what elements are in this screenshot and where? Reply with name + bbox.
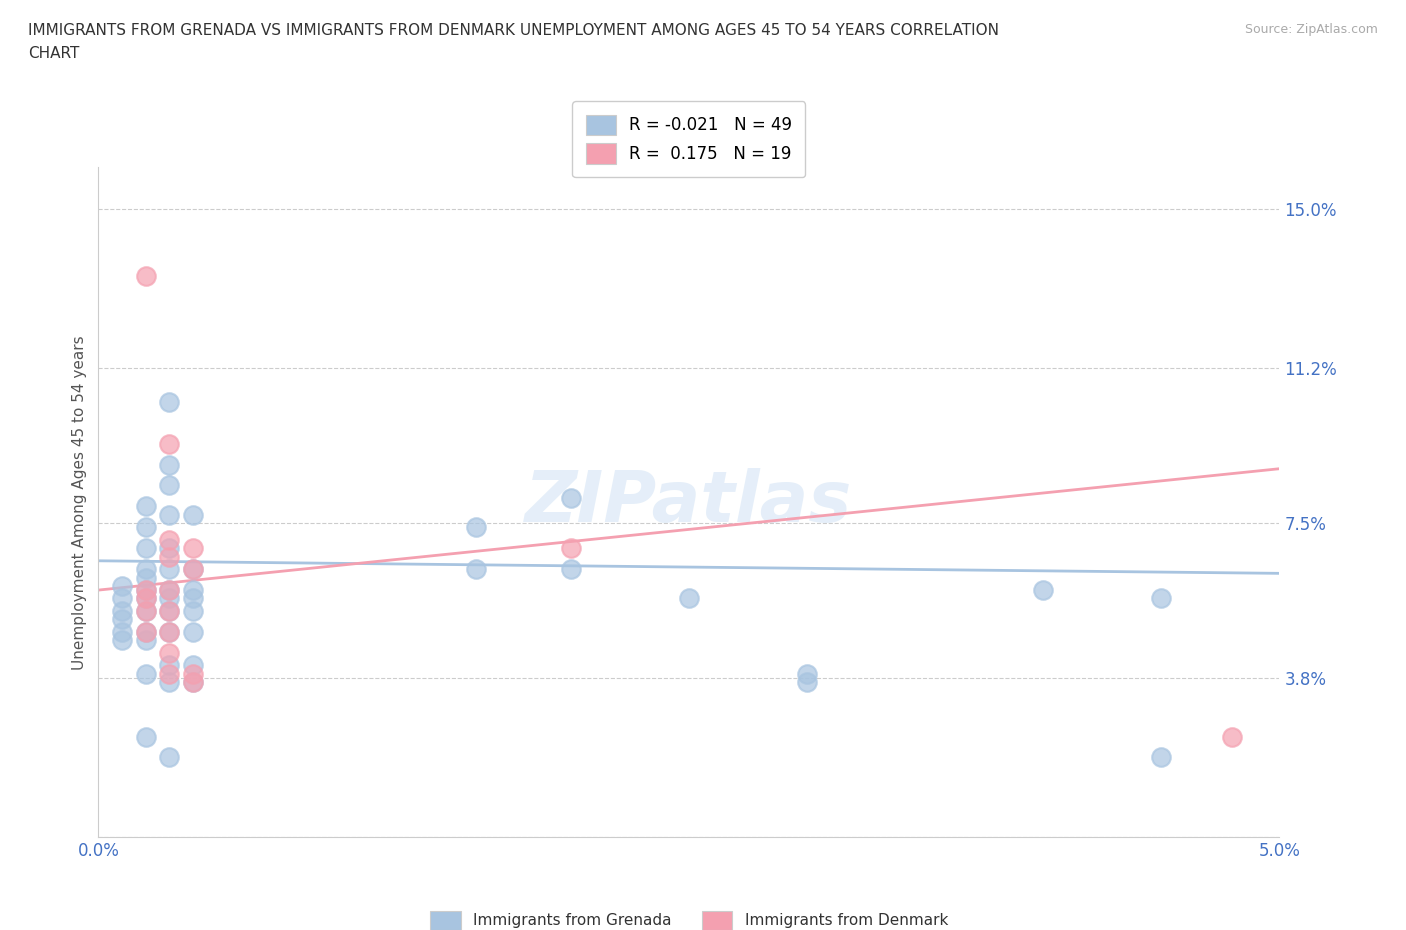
Point xyxy=(135,582,157,598)
Point xyxy=(678,591,700,606)
Point xyxy=(157,458,180,472)
Point xyxy=(157,582,180,598)
Point xyxy=(157,604,180,618)
Point xyxy=(1032,582,1054,598)
Point xyxy=(135,582,157,598)
Point xyxy=(157,549,180,564)
Point xyxy=(111,633,134,648)
Point xyxy=(157,625,180,640)
Point xyxy=(157,645,180,660)
Point xyxy=(111,612,134,627)
Point xyxy=(135,633,157,648)
Point xyxy=(157,436,180,451)
Point xyxy=(157,582,180,598)
Point xyxy=(157,675,180,690)
Point xyxy=(157,591,180,606)
Point xyxy=(157,604,180,618)
Point xyxy=(135,499,157,514)
Point xyxy=(135,591,157,606)
Text: CHART: CHART xyxy=(28,46,80,61)
Point xyxy=(181,541,204,556)
Point xyxy=(181,562,204,577)
Point xyxy=(135,729,157,744)
Point xyxy=(135,570,157,585)
Point xyxy=(181,675,204,690)
Text: Source: ZipAtlas.com: Source: ZipAtlas.com xyxy=(1244,23,1378,36)
Point xyxy=(157,562,180,577)
Point xyxy=(157,532,180,547)
Point xyxy=(135,520,157,535)
Point xyxy=(181,675,204,690)
Point xyxy=(135,562,157,577)
Point xyxy=(796,666,818,681)
Y-axis label: Unemployment Among Ages 45 to 54 years: Unemployment Among Ages 45 to 54 years xyxy=(72,335,87,670)
Point xyxy=(157,508,180,523)
Point xyxy=(181,582,204,598)
Point xyxy=(465,520,488,535)
Point xyxy=(181,604,204,618)
Point xyxy=(135,604,157,618)
Point xyxy=(111,578,134,593)
Point xyxy=(157,666,180,681)
Point xyxy=(135,625,157,640)
Point xyxy=(1150,591,1173,606)
Point xyxy=(1220,729,1243,744)
Point xyxy=(111,604,134,618)
Point xyxy=(181,666,204,681)
Point xyxy=(135,591,157,606)
Point xyxy=(465,562,488,577)
Point xyxy=(181,562,204,577)
Legend: R = -0.021   N = 49, R =  0.175   N = 19: R = -0.021 N = 49, R = 0.175 N = 19 xyxy=(572,101,806,177)
Point xyxy=(111,591,134,606)
Point xyxy=(135,666,157,681)
Point xyxy=(560,541,582,556)
Point xyxy=(181,625,204,640)
Point xyxy=(1150,750,1173,764)
Point xyxy=(181,591,204,606)
Point xyxy=(135,625,157,640)
Point xyxy=(560,562,582,577)
Point xyxy=(181,508,204,523)
Point xyxy=(157,750,180,764)
Point xyxy=(157,658,180,673)
Point xyxy=(157,541,180,556)
Point xyxy=(135,604,157,618)
Text: ZIPatlas: ZIPatlas xyxy=(526,468,852,537)
Point xyxy=(157,394,180,409)
Point xyxy=(181,658,204,673)
Point xyxy=(135,269,157,284)
Point xyxy=(111,625,134,640)
Point xyxy=(157,625,180,640)
Legend: Immigrants from Grenada, Immigrants from Denmark: Immigrants from Grenada, Immigrants from… xyxy=(423,905,955,930)
Point xyxy=(157,478,180,493)
Point xyxy=(560,491,582,506)
Point xyxy=(135,541,157,556)
Point xyxy=(796,675,818,690)
Text: IMMIGRANTS FROM GRENADA VS IMMIGRANTS FROM DENMARK UNEMPLOYMENT AMONG AGES 45 TO: IMMIGRANTS FROM GRENADA VS IMMIGRANTS FR… xyxy=(28,23,1000,38)
